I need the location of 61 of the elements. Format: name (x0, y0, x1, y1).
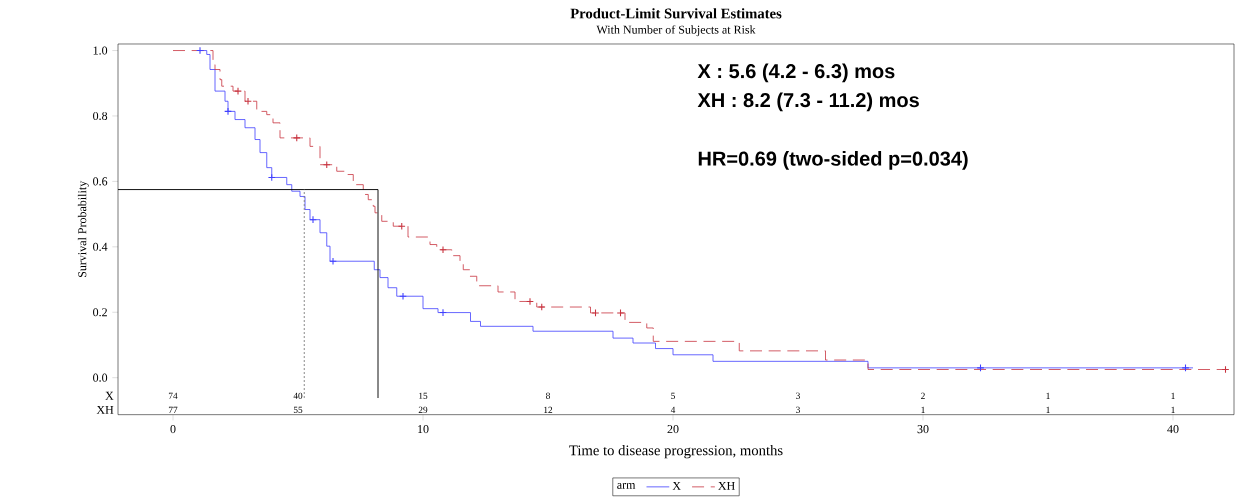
x-tick-label: 40 (1167, 425, 1179, 434)
y-tick-label: 0.6 (93, 177, 108, 186)
annotation: 1 (921, 406, 925, 414)
x-tick-label: 0 (170, 425, 176, 434)
point (234, 87, 242, 96)
point (292, 134, 301, 142)
annotation: 15 (419, 392, 428, 400)
point (537, 303, 546, 312)
annotation: HR=0.69 (two-sided p=0.034) (698, 151, 968, 170)
point (591, 309, 600, 317)
x-tick-label: 30 (917, 425, 929, 434)
y-axis-title: Survival Probability (77, 181, 89, 278)
point (267, 173, 276, 182)
annotation: 1 (1046, 406, 1050, 414)
point (1181, 364, 1190, 372)
annotation: 1 (1046, 392, 1050, 400)
annotation: 1 (1171, 392, 1175, 400)
y-tick-label: 1.0 (93, 46, 108, 55)
y-tick-label: 0.2 (93, 308, 107, 317)
annotation: 3 (796, 406, 800, 414)
legend-label: XH (718, 482, 735, 490)
annotation: 3 (796, 392, 800, 400)
chart-title: Product-Limit Survival Estimates (570, 8, 782, 19)
annotation: XH : 8.2 (7.3 - 11.2) mos (697, 92, 919, 112)
point (244, 97, 252, 106)
y-tick-label: 0.8 (93, 112, 108, 121)
point (224, 107, 232, 116)
annotation: 2 (921, 392, 925, 400)
annotation: 55 (293, 406, 303, 414)
x-tick-label: 20 (667, 425, 679, 434)
x-tick-label: 10 (418, 425, 429, 434)
point (322, 161, 331, 169)
annotation: 5 (671, 392, 675, 400)
point (976, 364, 985, 372)
y-tick-label: 0.0 (93, 373, 108, 382)
point (616, 309, 625, 317)
annotation: 4 (670, 406, 676, 414)
text: X (105, 392, 114, 400)
point (329, 257, 337, 266)
annotation: 12 (544, 406, 553, 414)
x-axis-title: Time to disease progression, months (569, 445, 783, 459)
point (399, 292, 407, 301)
point (439, 246, 447, 254)
legend-title: arm (617, 483, 636, 489)
annotation: 29 (418, 406, 428, 414)
annotation: 40 (293, 392, 303, 400)
y-tick-label: 0.4 (93, 242, 108, 252)
point (439, 308, 447, 317)
chart-subtitle: With Number of Subjects at Risk (596, 25, 756, 37)
annotation: X : 5.6 (4.2 - 6.3) mos (697, 63, 895, 83)
point (397, 222, 406, 231)
point (1221, 365, 1230, 374)
annotation: 1 (1171, 406, 1175, 414)
annotation: 77 (168, 406, 178, 414)
point (196, 46, 204, 55)
text: XH (96, 406, 114, 414)
legend-label: X (672, 482, 681, 490)
point (309, 215, 317, 224)
annotation: 74 (168, 392, 178, 400)
point (526, 297, 534, 306)
annotation: 8 (546, 392, 550, 400)
